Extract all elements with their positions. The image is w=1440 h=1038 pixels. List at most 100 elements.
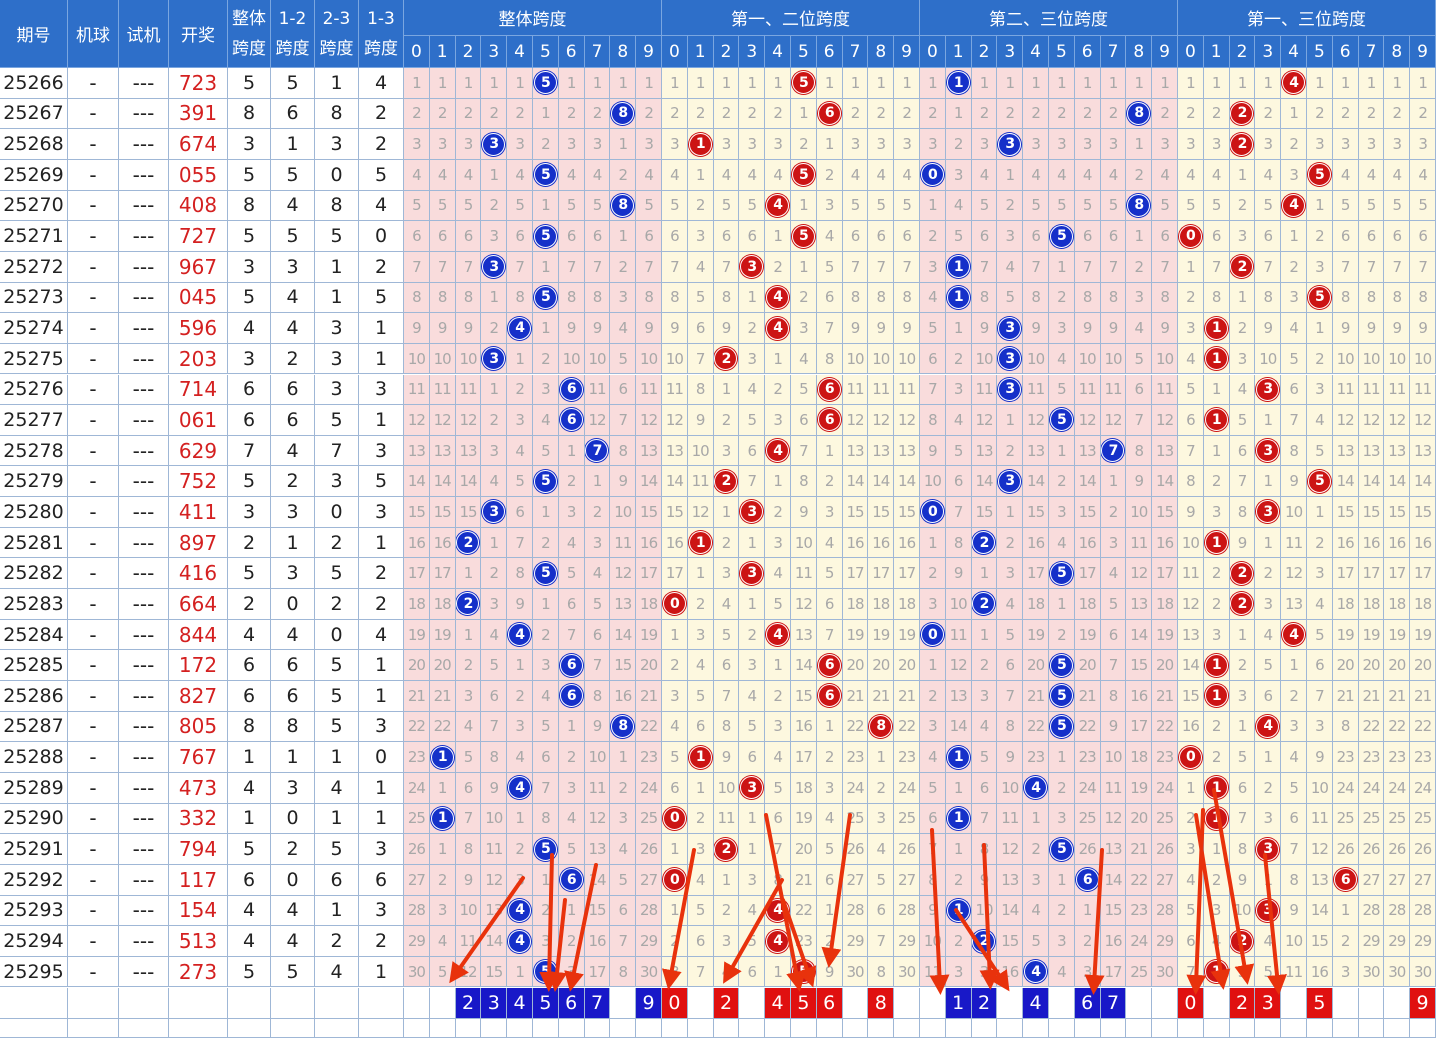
- header-digit: 7: [1358, 36, 1385, 68]
- period-cell: 25276: [0, 374, 68, 406]
- trend-cell: 3: [920, 589, 946, 620]
- draw-number-cell: 411: [169, 497, 228, 528]
- hit-ball: 5: [791, 224, 815, 248]
- span-23-cell: 5: [315, 681, 359, 712]
- footer-empty: [662, 1018, 688, 1038]
- trend-cell: 19: [868, 619, 895, 651]
- trend-cell: 3: [1281, 159, 1307, 191]
- header-period: 期号: [0, 0, 68, 68]
- trend-cell: 4: [842, 159, 869, 191]
- draw-number-cell: 513: [169, 926, 228, 957]
- trend-cell: 1: [1203, 650, 1230, 681]
- trend-cell: 2: [1100, 98, 1127, 130]
- trend-cell: 30: [1152, 956, 1178, 988]
- period-cell: 25279: [0, 466, 68, 498]
- header-digit: 2: [713, 36, 740, 68]
- trend-cell: 15: [636, 497, 662, 528]
- hit-ball: 4: [766, 898, 790, 922]
- span-13-cell: 3: [359, 497, 404, 528]
- header-span-12: 1-2 跨度: [271, 0, 315, 68]
- trend-cell: 1: [1255, 864, 1282, 896]
- trend-cell: 29: [1152, 926, 1178, 957]
- hit-ball: 4: [1256, 714, 1280, 738]
- trend-cell: 3: [1255, 834, 1282, 865]
- trend-cell: 12: [455, 405, 482, 436]
- trend-cell: 1: [584, 466, 611, 498]
- trend-cell: 1: [455, 68, 482, 99]
- trend-cell: 4: [1281, 619, 1307, 651]
- trend-cell: 10: [610, 497, 637, 528]
- trend-cell: 2: [920, 221, 946, 252]
- trend-cell: 2: [1023, 98, 1049, 130]
- period-cell: 25280: [0, 497, 68, 528]
- trend-cell: 12: [1384, 405, 1411, 436]
- trend-cell: 5: [894, 190, 920, 222]
- trend-cell: 2: [558, 466, 585, 498]
- hit-ball: 1: [946, 806, 970, 830]
- trend-cell: 12: [636, 405, 662, 436]
- trend-cell: 3: [455, 129, 482, 160]
- trend-cell: 4: [558, 527, 585, 559]
- trend-cell: 6: [739, 435, 766, 467]
- trend-cell: 4: [507, 772, 533, 804]
- trend-cell: 4: [945, 190, 972, 222]
- trend-cell: 1: [533, 251, 559, 283]
- hit-ball: 5: [1049, 714, 1073, 738]
- test-draw-cell: ---: [119, 619, 169, 651]
- trend-cell: 3: [1203, 619, 1230, 651]
- trend-cell: 2: [1126, 251, 1153, 283]
- trend-cell: 27: [636, 864, 662, 896]
- span-all-cell: 5: [228, 558, 271, 590]
- trend-cell: 11: [894, 374, 920, 406]
- footer-empty: [404, 1018, 430, 1038]
- trend-cell: 10: [894, 343, 920, 375]
- trend-cell: 18: [1332, 589, 1359, 620]
- trend-cell: 28: [636, 895, 662, 927]
- header-digit: 9: [1410, 36, 1436, 68]
- trend-cell: 1: [1307, 313, 1333, 344]
- hit-ball: 3: [998, 469, 1022, 493]
- period-cell: 25295: [0, 956, 68, 988]
- footer-empty: [1100, 1018, 1127, 1038]
- trend-cell: 24: [1384, 772, 1411, 804]
- hit-ball: 0: [1178, 224, 1202, 248]
- trend-cell: 0: [1178, 221, 1204, 252]
- trend-cell: 8: [1074, 282, 1101, 314]
- span-12-cell: 1: [271, 742, 315, 773]
- trend-cell: 23: [842, 742, 869, 773]
- trend-cell: 8: [842, 282, 869, 314]
- trend-cell: 16: [1100, 926, 1127, 957]
- hit-ball: 2: [972, 929, 996, 953]
- trend-cell: 6: [971, 221, 998, 252]
- trend-cell: 1: [920, 527, 946, 559]
- trend-cell: 18: [894, 589, 920, 620]
- span-12-cell: 5: [271, 159, 315, 191]
- hit-ball: 3: [740, 776, 764, 800]
- period-cell: 25289: [0, 772, 68, 804]
- trend-cell: 5: [791, 374, 817, 406]
- trend-cell: 21: [894, 681, 920, 712]
- trend-cell: 15: [429, 497, 456, 528]
- trend-cell: 1: [739, 527, 766, 559]
- trend-cell: 8: [507, 558, 533, 590]
- trend-cell: 4: [945, 405, 972, 436]
- trend-cell: 4: [1178, 159, 1204, 191]
- footer-empty: [791, 1018, 817, 1038]
- trend-cell: 7: [997, 681, 1024, 712]
- trend-cell: 18: [636, 589, 662, 620]
- span-23-cell: 4: [315, 772, 359, 804]
- trend-cell: 2: [481, 558, 508, 590]
- trend-cell: 16: [791, 711, 817, 743]
- hit-ball: 1: [1204, 531, 1228, 555]
- trend-cell: 5: [739, 926, 766, 957]
- trend-cell: 7: [920, 374, 946, 406]
- trend-cell: 26: [404, 834, 430, 865]
- trend-cell: 8: [455, 834, 482, 865]
- trend-cell: 3: [1307, 558, 1333, 590]
- header-digit: 2: [455, 36, 482, 68]
- trend-cell: 2: [945, 343, 972, 375]
- trend-cell: 2: [507, 681, 533, 712]
- trend-cell: 11: [1152, 374, 1178, 406]
- test-draw-cell: ---: [119, 956, 169, 988]
- trend-cell: 15: [1152, 497, 1178, 528]
